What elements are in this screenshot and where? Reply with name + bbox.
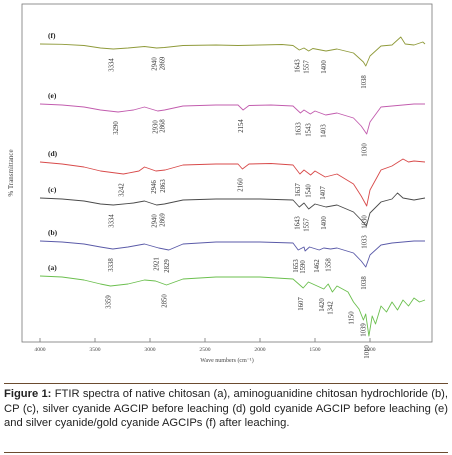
peak-label: 2940 [152, 214, 159, 228]
peak-label: 3242 [118, 183, 125, 197]
y-axis-label: % Transmittance [7, 149, 15, 196]
series-line-b [39, 240, 425, 268]
peak-label: 1039 [361, 323, 368, 337]
series-line-f [39, 36, 426, 67]
series-label: (c) [48, 185, 57, 194]
x-tick-label: 4000 [34, 347, 45, 353]
x-tick-label: 1500 [309, 347, 320, 353]
x-tick-label: 2500 [199, 347, 210, 353]
caption-text: FTIR spectra of native chitosan (a), ami… [4, 388, 448, 430]
peak-label: 1030 [362, 143, 369, 157]
series-label: (d) [48, 149, 58, 158]
peak-label: 1342 [327, 301, 334, 315]
peak-label: 1030 [362, 215, 369, 229]
peak-label: 1403 [321, 124, 328, 138]
x-tick-label: 3000 [144, 347, 155, 353]
peak-label: 3334 [108, 58, 115, 72]
series-label: (f) [48, 31, 56, 40]
peak-label: 2946 [151, 180, 158, 194]
peak-label: 1407 [320, 186, 327, 200]
peak-label: 3334 [108, 214, 115, 228]
ftir-figure: (f) 3334 2940 2869 1643 1557 1400 1038 (e) 3290 29… [7, 3, 433, 364]
figure-caption: Figure 1: FTIR spectra of native chitosa… [4, 387, 448, 431]
peak-label: 1637 [295, 183, 302, 197]
peak-label: 3359 [106, 295, 113, 309]
peak-label: 2868 [160, 119, 167, 133]
x-tick-label: 2000 [254, 347, 265, 353]
peak-label: 1643 [294, 59, 301, 73]
series-line-c [39, 192, 426, 227]
peak-label: 2940 [152, 57, 159, 71]
caption-top-rule [4, 383, 448, 384]
peak-label: 3338 [108, 258, 115, 272]
peak-label: 1010 [364, 345, 371, 359]
peak-label: 1033 [361, 235, 368, 249]
peak-label: 1150 [349, 311, 356, 325]
caption-label: Figure 1: [4, 388, 52, 400]
peak-label: 1557 [304, 218, 311, 232]
x-tick-label: 1000 [364, 347, 375, 353]
peak-label: 1540 [306, 184, 313, 198]
peak-label: 1557 [304, 60, 311, 74]
series-label: (b) [48, 228, 58, 237]
peak-label: 2160 [237, 178, 244, 192]
peak-label: 1653 [293, 259, 300, 273]
caption-bottom-rule [4, 452, 448, 453]
peak-label: 1400 [321, 216, 328, 230]
peak-label: 2154 [238, 119, 245, 133]
peak-label: 1633 [295, 122, 302, 136]
peak-label: 1420 [319, 298, 326, 312]
peak-label: 2850 [162, 294, 169, 308]
peak-label: 1038 [361, 276, 368, 290]
peak-label: 1358 [326, 258, 333, 272]
peak-label: 1643 [294, 216, 301, 230]
peak-label: 2921 [154, 257, 161, 271]
peak-label: 1038 [361, 75, 368, 89]
peak-label: 2869 [159, 56, 166, 70]
series-label: (a) [48, 263, 57, 272]
peak-label: 2930 [153, 120, 160, 134]
peak-label: 1462 [314, 259, 321, 273]
plot-frame [21, 3, 433, 343]
peak-label: 3290 [113, 121, 120, 135]
peak-label: 1590 [300, 260, 307, 274]
peak-label: 1400 [321, 60, 328, 74]
peak-label: 2829 [164, 259, 171, 273]
series-line-a [39, 275, 426, 337]
peak-label: 1543 [305, 123, 312, 137]
peak-label: 1607 [298, 297, 305, 311]
series-line-e [39, 103, 425, 135]
peak-label: 2863 [160, 179, 167, 193]
x-tick-label: 3500 [89, 347, 100, 353]
x-axis-label: Wave numbers (cm⁻¹) [200, 357, 253, 364]
series-label: (e) [48, 91, 57, 100]
series-line-d [39, 158, 426, 207]
peak-label: 2869 [159, 213, 166, 227]
